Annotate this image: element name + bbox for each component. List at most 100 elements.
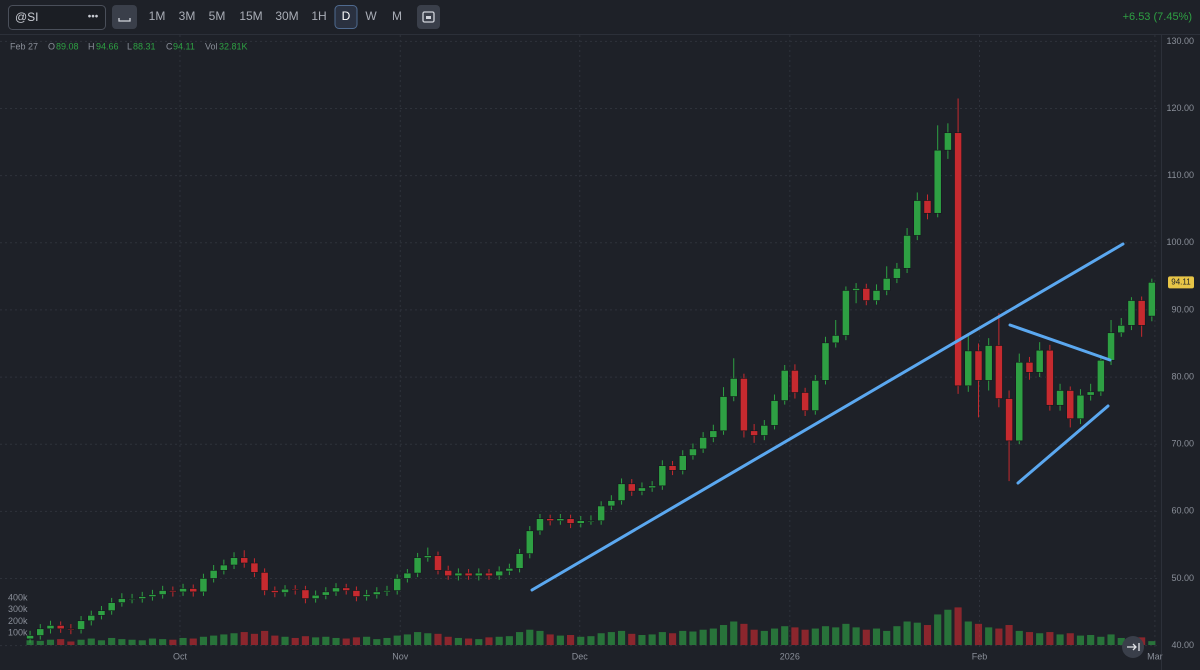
timeframe-button[interactable]: 1H	[311, 9, 326, 23]
volume-bar	[883, 630, 891, 645]
candle-body	[964, 350, 973, 387]
y-tick-label: 100.00	[1166, 237, 1194, 247]
session-button[interactable]	[112, 5, 137, 29]
scroll-icon	[1127, 643, 1140, 651]
volume-bar	[985, 627, 993, 645]
volume-bar	[77, 639, 85, 645]
timeframe-button[interactable]: W	[365, 9, 377, 23]
volume-bar	[1046, 632, 1054, 645]
timeframe-button[interactable]: D	[342, 9, 351, 23]
volume-bar	[230, 633, 238, 645]
y-tick-label: 50.00	[1171, 573, 1194, 583]
volume-bar	[383, 637, 391, 645]
volume-bar	[842, 623, 850, 645]
volume-bar	[903, 621, 911, 645]
volume-bar	[658, 632, 666, 645]
candle-body	[1056, 390, 1064, 406]
volume-bar	[964, 621, 972, 645]
candle-body	[168, 590, 177, 593]
volume-bar	[944, 609, 952, 645]
candle-body	[862, 288, 871, 301]
volume-bar	[138, 640, 146, 645]
volume-bar	[485, 637, 493, 645]
volume-bar	[709, 628, 717, 645]
volume-bar	[424, 633, 432, 645]
volume-bar	[189, 638, 197, 645]
candle-body	[556, 518, 565, 522]
candle-body	[1066, 390, 1075, 419]
candle-body	[372, 591, 381, 595]
axes: 40.00 50.00 60.00 70.00 80.00 90.00 100.00 110.…	[8, 36, 1194, 661]
symbol-menu[interactable]: •••	[88, 12, 99, 23]
candle-body	[801, 392, 809, 411]
volume-bar	[87, 638, 95, 645]
volume-bar	[1025, 632, 1034, 645]
trendlines	[530, 242, 1125, 592]
x-tick-label: Dec	[572, 651, 589, 661]
volume-bar	[862, 629, 870, 645]
volume-bar	[67, 641, 75, 645]
volume-bar	[1076, 635, 1085, 645]
candle-body	[362, 594, 371, 597]
volume-bar	[97, 640, 106, 645]
candle-body	[148, 594, 157, 597]
candle-body	[56, 625, 65, 630]
timeframe-selected[interactable]	[334, 5, 358, 29]
volume-bar	[363, 636, 371, 645]
timeframe-button[interactable]: 3M	[179, 9, 196, 23]
timeframe-button[interactable]: 5M	[209, 9, 226, 23]
trendline[interactable]	[1016, 404, 1110, 485]
volume-bar	[118, 639, 126, 645]
legend-high-label: H	[88, 41, 95, 51]
candle-body	[689, 448, 697, 456]
timeframe-button[interactable]: 15M	[239, 9, 262, 23]
volume-bar	[934, 614, 942, 645]
volume-bar	[46, 639, 55, 645]
candle-body	[505, 568, 514, 572]
candle-body	[454, 572, 463, 577]
legend-open: 89.08	[56, 41, 79, 51]
volume-bar	[668, 633, 677, 645]
candle-body	[780, 370, 789, 401]
trendline[interactable]	[530, 242, 1125, 592]
ohlc-legend: Feb 27 O 89.08 H 94.66 L 88.31 C 94.11 V…	[10, 41, 248, 51]
volume-bar	[220, 634, 228, 645]
candle-body	[46, 625, 55, 630]
volume-bar	[495, 636, 503, 645]
volume-bar	[556, 635, 564, 645]
volume-bar	[301, 636, 309, 645]
candle-body	[342, 587, 351, 591]
candle-body	[250, 562, 259, 573]
timeframe-button[interactable]: 1M	[149, 9, 166, 23]
candle-body	[821, 342, 830, 381]
candle-body	[281, 588, 289, 593]
trendline[interactable]	[1008, 323, 1112, 362]
volume-bar	[179, 637, 187, 645]
symbol-input[interactable]	[8, 5, 106, 30]
x-tick-label: 2026	[780, 651, 800, 661]
candle-body	[107, 602, 116, 611]
candle-body	[199, 578, 208, 593]
candle-body	[638, 487, 646, 492]
candle-body	[219, 564, 228, 571]
volume-bar	[36, 640, 44, 645]
candle-body	[270, 590, 279, 593]
volume-tick-label: 200k	[8, 616, 28, 626]
session-icon	[118, 18, 131, 22]
volume-bar	[923, 625, 932, 645]
legend-volume: 32.81K	[219, 41, 248, 51]
candle-body	[87, 615, 96, 622]
candle-body	[831, 335, 840, 344]
volume-bar	[240, 632, 248, 645]
volume-bar	[638, 635, 646, 645]
volume-bar	[995, 628, 1003, 645]
legend-close-label: C	[166, 41, 173, 51]
candle-body	[1107, 332, 1115, 361]
volume-bar	[781, 626, 789, 645]
timeframe-button[interactable]: M	[392, 9, 402, 23]
candle-body	[811, 380, 820, 411]
candle-body	[760, 425, 769, 436]
candle-body	[413, 557, 422, 574]
volume-bar	[648, 634, 656, 645]
timeframe-button[interactable]: 30M	[275, 9, 298, 23]
